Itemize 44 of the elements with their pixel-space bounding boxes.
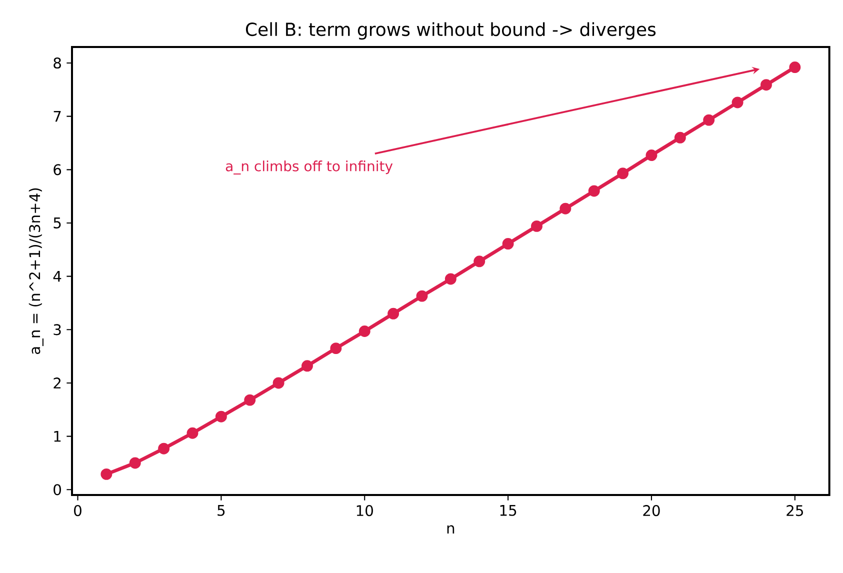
point	[129, 457, 141, 469]
x-axis-title: n	[447, 525, 454, 534]
annotation: a_n climbs off to infinity	[226, 160, 393, 174]
point	[530, 220, 542, 232]
x-tick-label: 10	[356, 505, 373, 516]
point	[674, 132, 686, 144]
point	[215, 410, 227, 422]
y-axis-title: a_n = (n^2+1)/(3n+4)	[28, 188, 44, 354]
point	[646, 150, 658, 161]
y-tick-label: 4	[53, 270, 62, 282]
point	[789, 62, 801, 73]
x-tick-label: 25	[786, 505, 803, 516]
point	[330, 342, 342, 354]
point	[244, 394, 256, 406]
y-tick-label: 1	[54, 430, 61, 442]
y-tick-label: 7	[54, 110, 61, 122]
point	[444, 273, 456, 285]
point	[158, 442, 170, 454]
point	[474, 256, 486, 268]
point	[560, 202, 572, 214]
point	[617, 168, 629, 180]
point	[588, 185, 600, 197]
y-tick-label: 3	[54, 324, 61, 336]
point	[703, 114, 715, 126]
point	[388, 308, 400, 320]
point	[416, 290, 428, 302]
point	[760, 79, 772, 91]
point	[302, 360, 313, 372]
point	[732, 96, 744, 108]
x-tick-label: 15	[500, 505, 516, 516]
y-tick-label: 8	[54, 57, 61, 69]
point	[272, 377, 284, 389]
x-tick-label: 5	[218, 505, 225, 516]
x-tick-label: 20	[643, 505, 660, 516]
point	[186, 427, 198, 439]
y-tick-label: 0	[54, 484, 61, 496]
point	[358, 326, 370, 337]
chart-title: Cell B: term grows without bound -> diverges	[246, 22, 656, 40]
point	[100, 468, 112, 480]
point	[502, 238, 514, 250]
x-tick-label: 0	[74, 505, 82, 516]
y-tick-label: 6	[54, 164, 62, 176]
y-tick-label: 5	[54, 218, 61, 228]
y-tick-label: 2	[54, 378, 60, 388]
